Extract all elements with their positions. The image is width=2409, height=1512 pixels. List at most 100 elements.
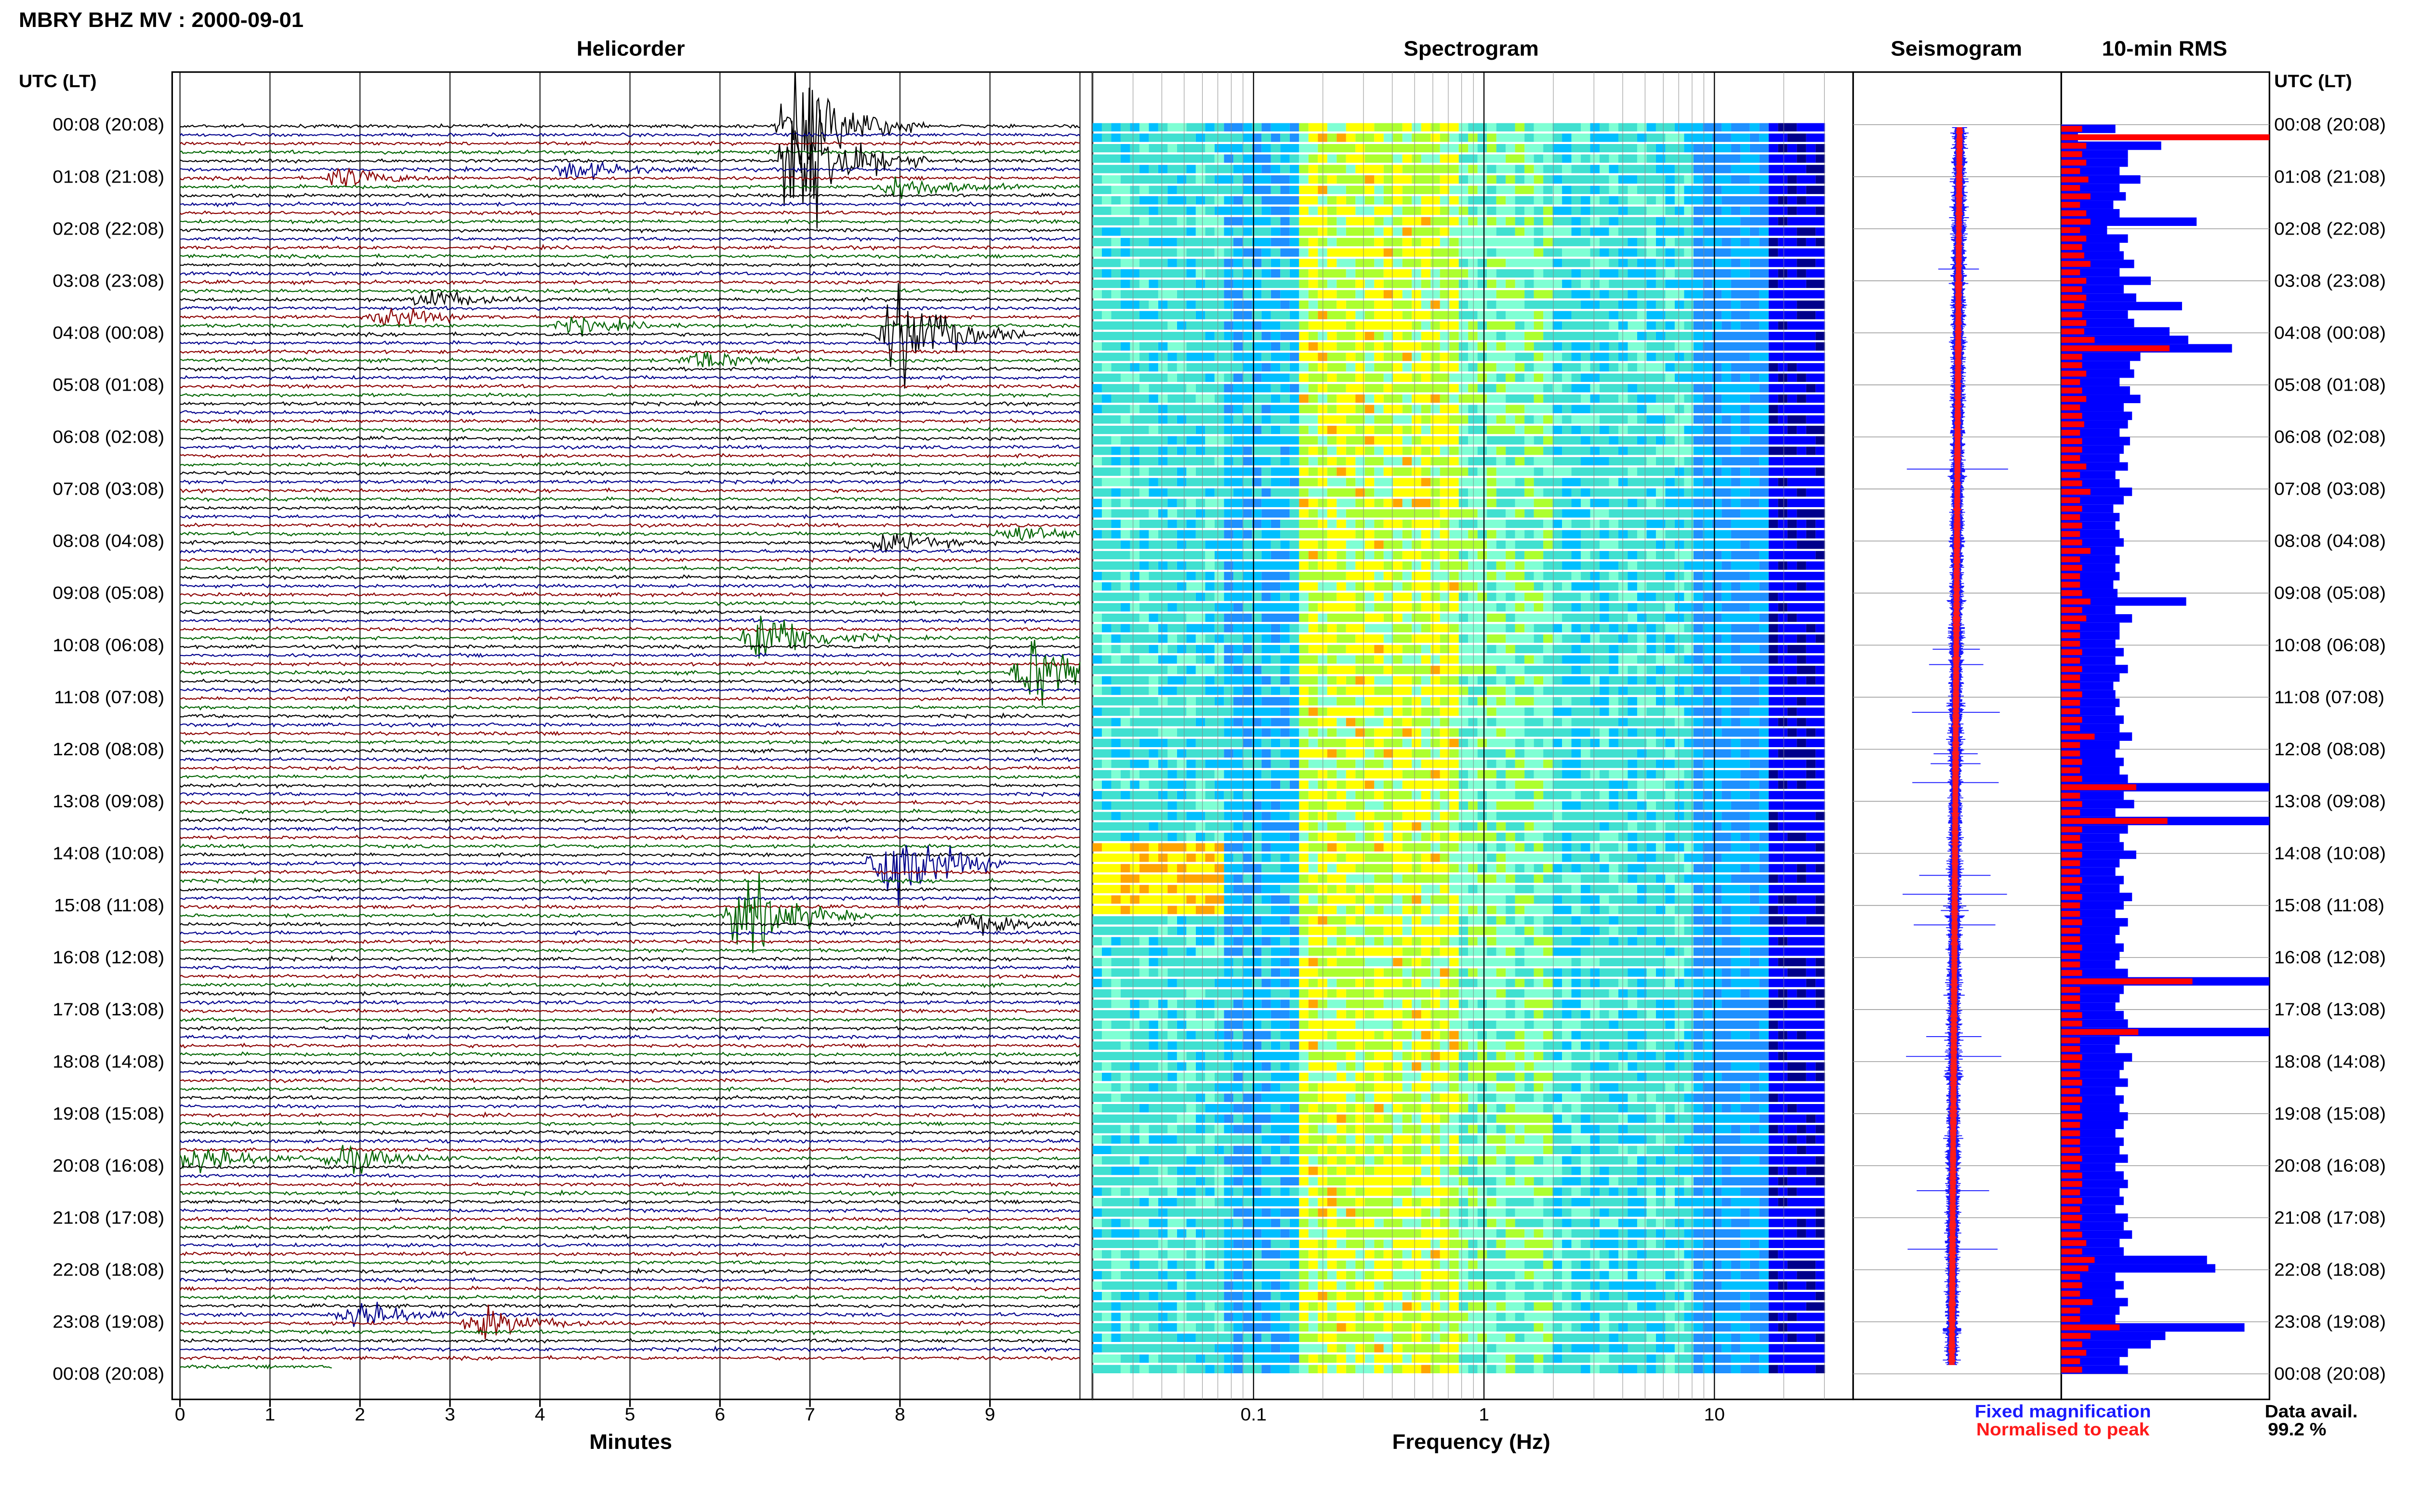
rms-bar-normalised	[2061, 244, 2082, 250]
helicorder-trace	[180, 1198, 1080, 1205]
helicorder-trace	[180, 817, 1081, 823]
rms-bar-normalised	[2061, 691, 2082, 697]
helicorder-trace	[179, 526, 1080, 541]
helicorder-trace	[180, 739, 1080, 745]
rms-bar-normalised	[2061, 126, 2082, 132]
time-label-right: 03:08 (23:08)	[2274, 271, 2386, 291]
helicorder-trace	[179, 210, 1081, 216]
helicorder-trace	[180, 375, 1080, 381]
rms-bar-normalised	[2061, 514, 2080, 520]
rms-bar-normalised	[2061, 488, 2091, 495]
rms-bar-normalised	[2061, 286, 2082, 292]
time-label-left: 20:08 (16:08)	[53, 1156, 164, 1176]
helicorder-trace	[179, 383, 1080, 390]
helicorder-trace	[179, 808, 1080, 815]
rms-bar-normalised	[2061, 1307, 2080, 1314]
rms-bar-normalised	[2061, 379, 2080, 385]
helicorder-trace	[179, 930, 1080, 936]
helicorder-trace	[179, 834, 1080, 841]
helicorder-trace	[180, 845, 1080, 907]
panel-title-helicorder: Helicorder	[577, 37, 685, 60]
helicorder-trace	[179, 886, 1081, 893]
rms-bar-normalised	[2061, 809, 2080, 816]
helicorder-trace	[180, 532, 1081, 552]
rms-bar-normalised	[2061, 1290, 2080, 1297]
helicorder-trace	[179, 904, 1081, 910]
rms-bar-normalised	[2061, 986, 2080, 993]
helicorder-trace	[179, 1146, 1081, 1153]
rms-bar-normalised	[2061, 1079, 2082, 1086]
rms-bar-normalised	[2061, 843, 2082, 850]
rms-bar-normalised	[2061, 674, 2080, 681]
rms-bar-normalised	[2061, 767, 2080, 774]
rms-bar-normalised	[2061, 447, 2082, 453]
time-label-left: 08:08 (04:08)	[53, 531, 164, 551]
helicorder-trace	[180, 643, 1080, 650]
helicorder-trace	[180, 1303, 1080, 1309]
rms-bar-normalised	[2061, 885, 2080, 892]
helicorder-trace	[179, 409, 1081, 416]
helicorder-trace	[179, 1216, 1081, 1222]
rms-bar-normalised	[2061, 868, 2080, 875]
rms-bar-normalised	[2061, 531, 2080, 537]
rms-bar-normalised	[2061, 1206, 2080, 1212]
helicorder-traces	[179, 72, 1081, 1369]
helicorder-trace	[180, 522, 1080, 528]
rms-bar-normalised	[2061, 624, 2080, 630]
rms-bar-normalised	[2061, 725, 2080, 731]
helicorder-x-tick-label: 5	[625, 1405, 635, 1425]
time-header-left: UTC (LT)	[19, 71, 97, 92]
rms-bar-normalised	[2061, 463, 2087, 470]
time-label-right: 20:08 (16:08)	[2274, 1156, 2386, 1176]
rms-bar-normalised	[2061, 852, 2082, 858]
time-label-left: 17:08 (13:08)	[53, 999, 164, 1020]
rms-bar-normalised	[2061, 404, 2080, 410]
rms-bar-normalised	[2061, 742, 2080, 748]
helicorder-trace	[179, 1338, 1080, 1344]
helicorder-trace	[180, 873, 1081, 953]
rms-bar-normalised	[2061, 202, 2080, 208]
helicorder-trace	[180, 1189, 1080, 1196]
rms-bar-normalised	[2061, 159, 2087, 166]
rms-bar-normalised	[2061, 978, 2193, 985]
rms-bar-normalised	[2061, 354, 2082, 360]
helicorder-trace	[180, 999, 1081, 1005]
rms-bar-normalised	[2061, 497, 2080, 503]
panel-title-spectrogram: Spectrogram	[1403, 37, 1538, 60]
rms-bar-normalised	[2061, 1130, 2080, 1136]
helicorder-trace	[180, 652, 1081, 658]
rms-bar-normalised	[2061, 792, 2080, 799]
rms-bar-normalised	[2061, 1029, 2139, 1035]
helicorder-trace	[180, 678, 1081, 684]
rms-bar-normalised	[2061, 134, 2270, 141]
time-label-left: 06:08 (02:08)	[53, 427, 164, 447]
helicorder-trace	[180, 1345, 1080, 1353]
rms-bar-normalised	[2061, 877, 2082, 883]
time-label-left: 12:08 (08:08)	[53, 739, 164, 760]
helicorder-trace	[180, 1304, 1081, 1340]
helicorder-trace	[179, 800, 1081, 806]
rms-bar-normalised	[2061, 590, 2082, 596]
rms-bar-normalised	[2061, 902, 2080, 908]
spectrogram-grid	[1092, 72, 1853, 1400]
helicorder-trace	[179, 505, 1081, 511]
rms-bar-normalised	[2061, 801, 2082, 807]
time-labels-left: 00:08 (20:08) 01:08 (21:08) 02:08 (22:08) 0…	[53, 115, 164, 1384]
rms-bar-normalised	[2061, 556, 2080, 563]
time-label-left: 07:08 (03:08)	[53, 479, 164, 499]
rms-bar-normalised	[2061, 294, 2087, 301]
rms-bar-normalised	[2061, 683, 2080, 689]
rms-bar-normalised	[2061, 1020, 2082, 1027]
helicorder-trace	[180, 400, 1081, 407]
helicorder-trace	[180, 721, 1080, 728]
helicorder-x-tick-label: 0	[175, 1405, 185, 1425]
rms-bar-fixed	[2061, 1340, 2151, 1349]
helicorder-trace	[180, 712, 1080, 719]
rms-bar-normalised	[2061, 1063, 2080, 1069]
x-axis-label-frequency: Frequency (Hz)	[1392, 1431, 1550, 1454]
time-label-right: 11:08 (07:08)	[2274, 687, 2384, 708]
helicorder-trace	[180, 756, 1080, 763]
helicorder-trace	[180, 1224, 1080, 1231]
helicorder-trace	[180, 1060, 1080, 1066]
helicorder-trace	[180, 1242, 1080, 1249]
